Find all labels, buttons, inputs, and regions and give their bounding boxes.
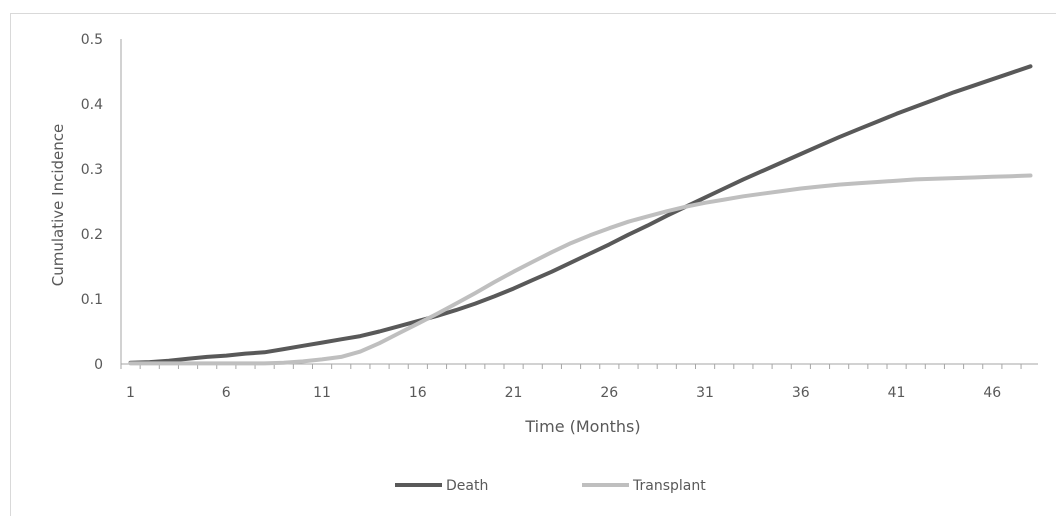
x-tick-label: 31 <box>696 385 714 401</box>
x-axis-label: Time (Months) <box>524 417 640 436</box>
y-axis-label: Cumulative Incidence <box>49 124 67 286</box>
x-tick-label: 6 <box>222 385 231 401</box>
x-tick-label: 21 <box>505 385 523 401</box>
x-axis: 1 6 11 16 21 26 31 36 41 46 <box>120 363 1038 401</box>
x-tick-label: 16 <box>409 385 427 401</box>
series-line-transplant <box>128 173 1033 366</box>
y-tick-label: 0.3 <box>81 162 103 178</box>
y-tick-label: 0.2 <box>81 227 103 243</box>
x-tick-label: 1 <box>126 385 135 401</box>
y-axis: 0 0.1 0.2 0.3 0.4 0.5 <box>81 32 122 373</box>
x-tick-label: 36 <box>792 385 810 401</box>
series-line-death <box>128 64 1033 365</box>
x-tick-label: 26 <box>600 385 618 401</box>
x-tick-label: 46 <box>983 385 1001 401</box>
y-tick-label: 0.5 <box>81 32 103 48</box>
chart-frame <box>10 13 1056 516</box>
series-lines <box>128 64 1033 366</box>
y-tick-label: 0.4 <box>81 97 103 113</box>
legend-label-transplant: Transplant <box>632 478 706 494</box>
legend: Death Transplant <box>395 478 706 494</box>
y-tick-label: 0 <box>94 357 103 373</box>
x-tick-label: 41 <box>888 385 906 401</box>
y-tick-label: 0.1 <box>81 292 103 308</box>
x-tick-label: 11 <box>313 385 331 401</box>
legend-label-death: Death <box>446 478 488 494</box>
